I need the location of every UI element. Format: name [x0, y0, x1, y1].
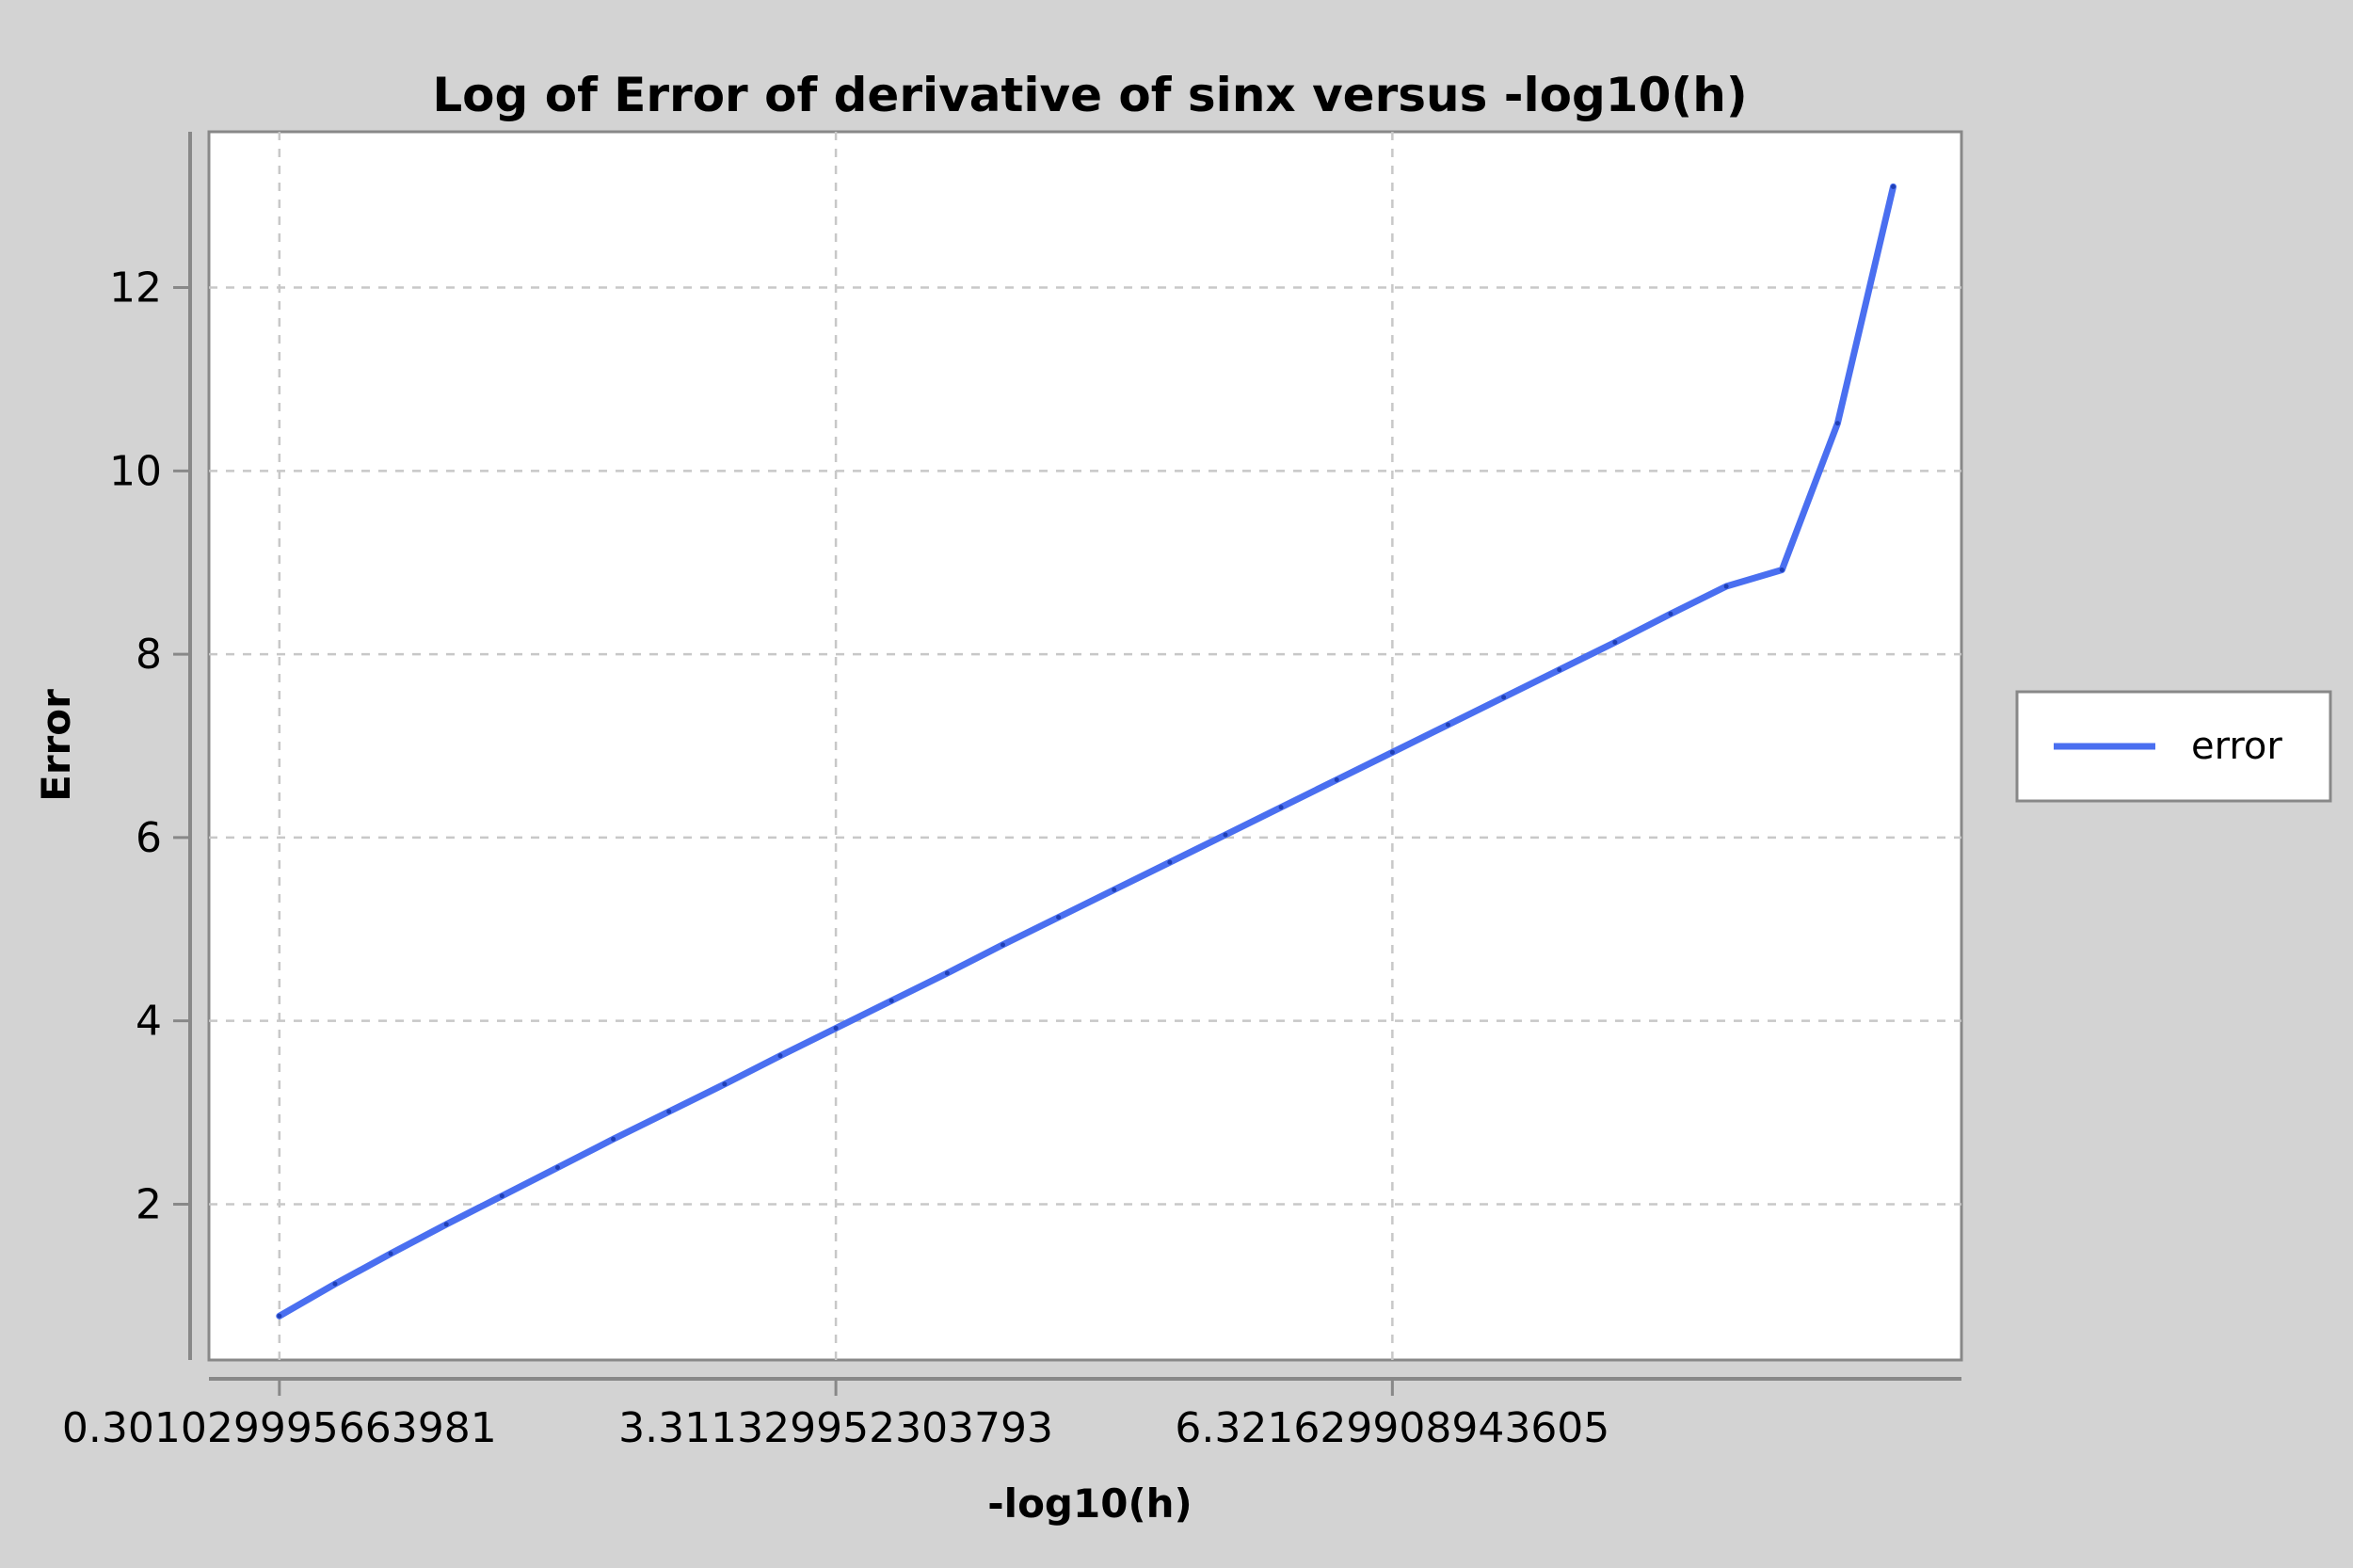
data-point [1056, 915, 1062, 920]
data-point [1334, 777, 1339, 783]
x-axis-label: -log10(h) [987, 1480, 1193, 1527]
data-point [611, 1136, 616, 1142]
legend: error [2015, 690, 2332, 803]
y-tick-label: 2 [136, 1180, 162, 1228]
data-point [1223, 832, 1228, 838]
y-tick-label: 4 [136, 998, 162, 1046]
y-tick-label: 10 [109, 447, 162, 495]
x-tick-label: 0.301029995663981 [62, 1404, 497, 1452]
data-point [1612, 639, 1618, 645]
data-point [1278, 805, 1284, 810]
data-point [944, 970, 950, 976]
data-point [1891, 184, 1897, 189]
grid-lines [209, 132, 1961, 1360]
series-layer [276, 183, 1897, 1320]
data-point [554, 1164, 560, 1170]
data-point [1389, 749, 1395, 755]
data-point [666, 1109, 672, 1114]
series-line-error [276, 183, 1897, 1320]
chart-title: Log of Error of derivative of sinx versu… [432, 68, 1747, 122]
y-axis-label: Error [33, 689, 79, 802]
y-tick-label: 12 [109, 264, 162, 312]
y-axis-ticks: 2 4 6 8 10 12 [109, 264, 190, 1228]
data-point [722, 1081, 728, 1087]
x-tick-label: 6.321629908943605 [1175, 1404, 1609, 1452]
data-point [1501, 695, 1507, 700]
legend-label-error: error [2191, 725, 2282, 768]
y-tick-label: 6 [136, 814, 162, 862]
x-axis-ticks: 0.301029995663981 3.311329952303793 6.3216… [62, 1379, 1609, 1452]
x-tick-label: 3.311329952303793 [618, 1404, 1053, 1452]
data-point [888, 998, 894, 1003]
data-point [332, 1281, 338, 1287]
data-point [1000, 942, 1005, 948]
y-tick-label: 8 [136, 631, 162, 679]
data-point [388, 1251, 393, 1256]
data-point [1445, 722, 1450, 728]
data-point [499, 1193, 504, 1199]
data-point [1779, 568, 1785, 573]
data-point [443, 1222, 449, 1227]
data-point [777, 1053, 783, 1059]
plot-area [207, 130, 1963, 1362]
data-point [277, 1313, 282, 1319]
data-point [833, 1025, 839, 1031]
data-point [1834, 421, 1840, 426]
data-point [1167, 859, 1173, 865]
data-point [1557, 667, 1562, 673]
data-point [1112, 887, 1117, 892]
data-point [1668, 611, 1673, 616]
data-point [1723, 584, 1729, 589]
